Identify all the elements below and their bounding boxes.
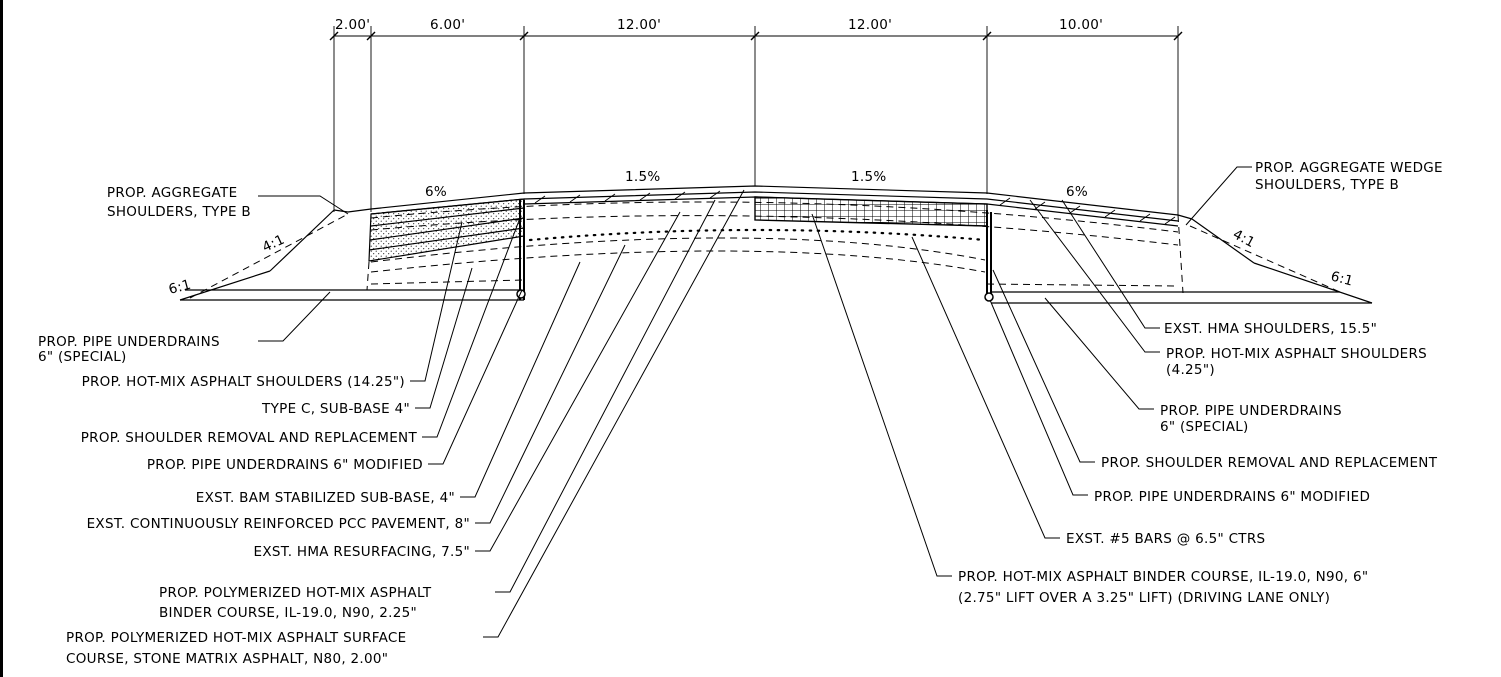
slope-left-shoulder: 6% <box>425 184 447 200</box>
dim-left-aggregate: 2.00' <box>335 17 370 33</box>
dim-left-lane: 12.00' <box>617 17 661 33</box>
right-leaders <box>811 166 1252 577</box>
callout-left-pipe-underdrains-modified: PROP. PIPE UNDERDRAINS 6" MODIFIED <box>147 457 423 473</box>
callout-left-polymerized-surface: PROP. POLYMERIZED HOT-MIX ASPHALT SURFAC… <box>66 630 411 667</box>
dim-right-lane: 12.00' <box>848 17 892 33</box>
left-leaders <box>258 189 745 638</box>
slope-right-inslope: 4:1 <box>1230 226 1258 251</box>
existing-layers <box>366 201 1184 294</box>
trench-walls <box>519 200 992 300</box>
callout-left-pipe-underdrains-special: PROP. PIPE UNDERDRAINS 6" (SPECIAL) <box>38 334 224 365</box>
callout-left-hma-resurfacing: EXST. HMA RESURFACING, 7.5" <box>254 544 471 560</box>
callout-right-exst-hma-shoulders: EXST. HMA SHOULDERS, 15.5" <box>1164 321 1377 337</box>
callout-right-pipe-underdrains-special: PROP. PIPE UNDERDRAINS 6" (SPECIAL) <box>1160 403 1346 435</box>
dim-left-shoulder: 6.00' <box>430 17 465 33</box>
callout-left-bam-subbase: EXST. BAM STABILIZED SUB-BASE, 4" <box>196 490 455 506</box>
callout-right-aggregate-wedge: PROP. AGGREGATE WEDGE SHOULDERS, TYPE B <box>1255 160 1447 193</box>
right-binder-course-fill <box>754 196 988 227</box>
left-hma-shoulder-fill <box>368 198 525 262</box>
slope-right-shoulder: 6% <box>1066 184 1088 200</box>
slope-left-lane: 1.5% <box>625 169 661 185</box>
slope-left-inslope: 4:1 <box>260 232 287 256</box>
callout-left-aggregate-shoulders: PROP. AGGREGATE SHOULDERS, TYPE B <box>107 185 251 220</box>
callout-right-bars: EXST. #5 BARS @ 6.5" CTRS <box>1066 531 1265 547</box>
callout-left-type-c-subbase: TYPE C, SUB-BASE 4" <box>261 401 410 417</box>
callout-right-hma-shoulders: PROP. HOT-MIX ASPHALT SHOULDERS (4.25") <box>1166 346 1432 378</box>
callout-right-shoulder-removal: PROP. SHOULDER REMOVAL AND REPLACEMENT <box>1101 455 1438 471</box>
callout-right-hma-binder-course: PROP. HOT-MIX ASPHALT BINDER COURSE, IL-… <box>958 569 1373 606</box>
callout-left-polymerized-binder: PROP. POLYMERIZED HOT-MIX ASPHALT BINDER… <box>159 585 436 621</box>
right-underdrain-pipe <box>984 292 994 302</box>
callout-left-hma-shoulders: PROP. HOT-MIX ASPHALT SHOULDERS (14.25") <box>82 374 405 390</box>
callout-right-pipe-underdrains-modified: PROP. PIPE UNDERDRAINS 6" MODIFIED <box>1094 489 1370 505</box>
left-shoulder-layers <box>368 207 525 251</box>
slope-left-foreslope: 6:1 <box>167 277 193 298</box>
side-slopes <box>179 209 1373 304</box>
dimension-line <box>329 26 1183 216</box>
dim-right-shoulder: 10.00' <box>1059 17 1103 33</box>
slope-right-lane: 1.5% <box>851 169 887 185</box>
callout-left-shoulder-removal: PROP. SHOULDER REMOVAL AND REPLACEMENT <box>81 430 418 446</box>
callout-left-crc-pavement: EXST. CONTINUOUSLY REINFORCED PCC PAVEME… <box>87 516 470 532</box>
slope-right-foreslope: 6:1 <box>1329 268 1355 289</box>
